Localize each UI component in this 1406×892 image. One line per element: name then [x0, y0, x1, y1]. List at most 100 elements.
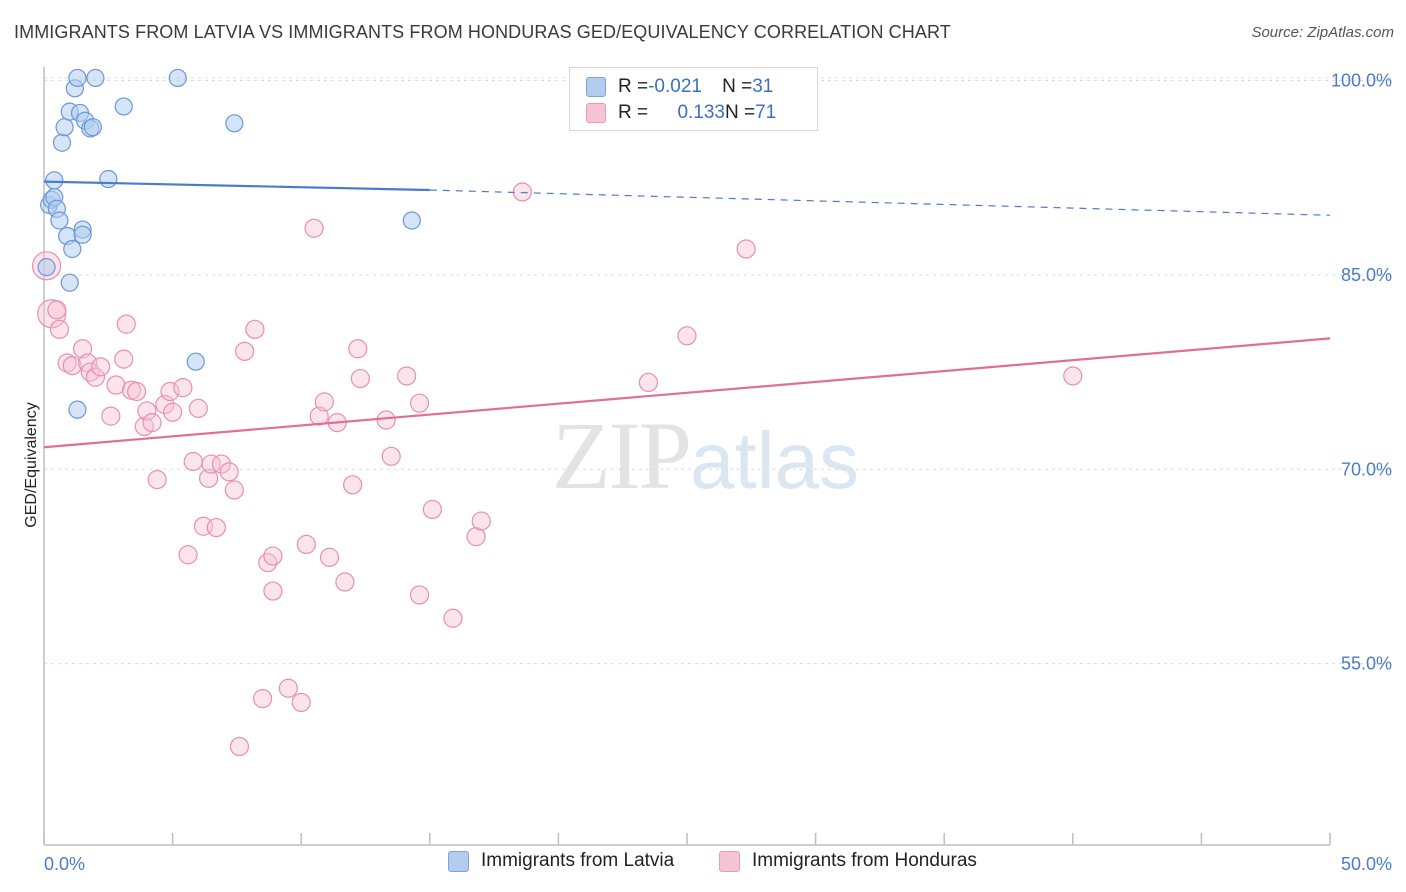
latvia-point: [68, 400, 87, 419]
honduras-point: [409, 393, 430, 413]
honduras-point: [114, 349, 134, 369]
y-tick-label: 55.0%: [1341, 654, 1392, 674]
latvia-trend-line: [43, 180, 430, 192]
honduras-point: [443, 608, 463, 628]
latvia-point: [63, 239, 82, 259]
honduras-point: [409, 585, 430, 605]
honduras-point: [106, 375, 126, 395]
honduras-point: [163, 402, 183, 422]
honduras-point: [319, 547, 340, 567]
latvia-points: [37, 68, 421, 419]
honduras-point: [126, 381, 147, 402]
watermark-atlas: atlas: [690, 416, 859, 505]
legend-row-honduras: R = 0.133 N = 71: [586, 100, 776, 126]
honduras-point: [348, 339, 368, 359]
latvia-legend-swatch: [448, 850, 469, 872]
honduras-point: [199, 468, 219, 488]
legend-row-latvia: R = -0.021 N = 31: [586, 74, 773, 100]
honduras-point: [278, 678, 298, 698]
honduras-point: [309, 406, 329, 426]
honduras-point: [376, 410, 396, 430]
honduras-point: [677, 326, 697, 346]
honduras-point: [343, 475, 363, 495]
latvia-point: [402, 211, 421, 230]
latvia-r-label: R =: [618, 76, 649, 97]
honduras-point: [201, 454, 221, 474]
honduras-point: [173, 378, 193, 398]
honduras-point: [229, 736, 250, 757]
latvia-n-label: N =: [722, 76, 753, 97]
honduras-point: [253, 688, 273, 709]
honduras-point: [85, 367, 106, 387]
honduras-point: [736, 239, 756, 259]
honduras-point: [188, 398, 208, 418]
honduras-point: [422, 499, 442, 520]
zipatlas-watermark: ZIPatlas: [552, 400, 859, 511]
honduras-r-label: R =: [618, 102, 649, 123]
latvia-point: [99, 169, 118, 189]
legend-item-latvia[interactable]: Immigrants from Latvia: [448, 850, 674, 872]
latvia-swatch: [586, 77, 606, 97]
honduras-n-value: 71: [755, 102, 777, 123]
honduras-point: [471, 511, 491, 531]
legend-item-honduras[interactable]: Immigrants from Honduras: [719, 850, 977, 872]
latvia-point: [83, 118, 102, 137]
latvia-point: [52, 133, 72, 152]
latvia-point: [45, 171, 64, 190]
honduras-point: [178, 545, 198, 565]
honduras-point: [47, 300, 67, 320]
latvia-point: [55, 118, 74, 137]
honduras-point: [381, 446, 401, 466]
honduras-point: [296, 534, 316, 555]
honduras-point: [291, 692, 311, 713]
grid-lines: [44, 77, 1392, 665]
latvia-n-value: 31: [752, 76, 774, 97]
honduras-point: [147, 470, 167, 490]
honduras-point: [263, 581, 283, 601]
honduras-point: [1063, 366, 1083, 386]
honduras-point: [211, 454, 232, 474]
correlation-legend: R = -0.021 N = 31 R = 0.133 N = 71: [569, 67, 818, 131]
watermark-zip: ZIP: [552, 402, 692, 509]
honduras-point: [263, 546, 283, 566]
axis-ticks: [43, 833, 1331, 845]
honduras-point: [245, 319, 265, 339]
honduras-point: [80, 362, 100, 382]
honduras-point: [57, 353, 77, 373]
honduras-point: [350, 368, 370, 389]
honduras-point: [512, 182, 532, 202]
series-legend: Immigrants from Latvia Immigrants from H…: [0, 850, 1406, 878]
latvia-r-value: -0.021: [648, 76, 702, 97]
honduras-r-value: 0.133: [677, 102, 725, 123]
latvia-point: [37, 258, 56, 277]
latvia-point: [60, 273, 79, 292]
honduras-point: [335, 572, 355, 592]
honduras-legend-swatch: [719, 850, 740, 872]
latvia-point: [73, 225, 92, 244]
axes: [43, 67, 1330, 846]
y-axis-title: GED/Equivalency: [23, 402, 40, 527]
honduras-point: [466, 527, 486, 547]
honduras-point: [314, 392, 334, 412]
latvia-point: [186, 352, 205, 371]
honduras-point: [137, 401, 157, 421]
honduras-point: [224, 480, 244, 500]
honduras-n-label: N =: [725, 102, 756, 123]
honduras-point: [142, 413, 162, 433]
source-label: Source: ZipAtlas.com: [1251, 24, 1394, 41]
y-tick-label: 70.0%: [1341, 459, 1392, 479]
honduras-point: [304, 218, 324, 238]
chart-title: IMMIGRANTS FROM LATVIA VS IMMIGRANTS FRO…: [14, 22, 951, 42]
honduras-point: [116, 314, 136, 334]
latvia-point: [225, 114, 244, 133]
honduras-swatch: [586, 103, 606, 123]
honduras-trend-line: [43, 337, 1331, 449]
axis-labels: 55.0% 70.0% 85.0% 100.0% 0.0% 50.0% GED/Equiva…: [23, 71, 1392, 874]
x-tick-label: 0.0%: [44, 854, 85, 874]
latvia-legend-label: Immigrants from Latvia: [481, 850, 675, 871]
latvia-point: [86, 68, 105, 88]
honduras-point: [72, 339, 93, 359]
y-tick-label: 85.0%: [1341, 265, 1392, 285]
honduras-points: [31, 68, 1083, 757]
